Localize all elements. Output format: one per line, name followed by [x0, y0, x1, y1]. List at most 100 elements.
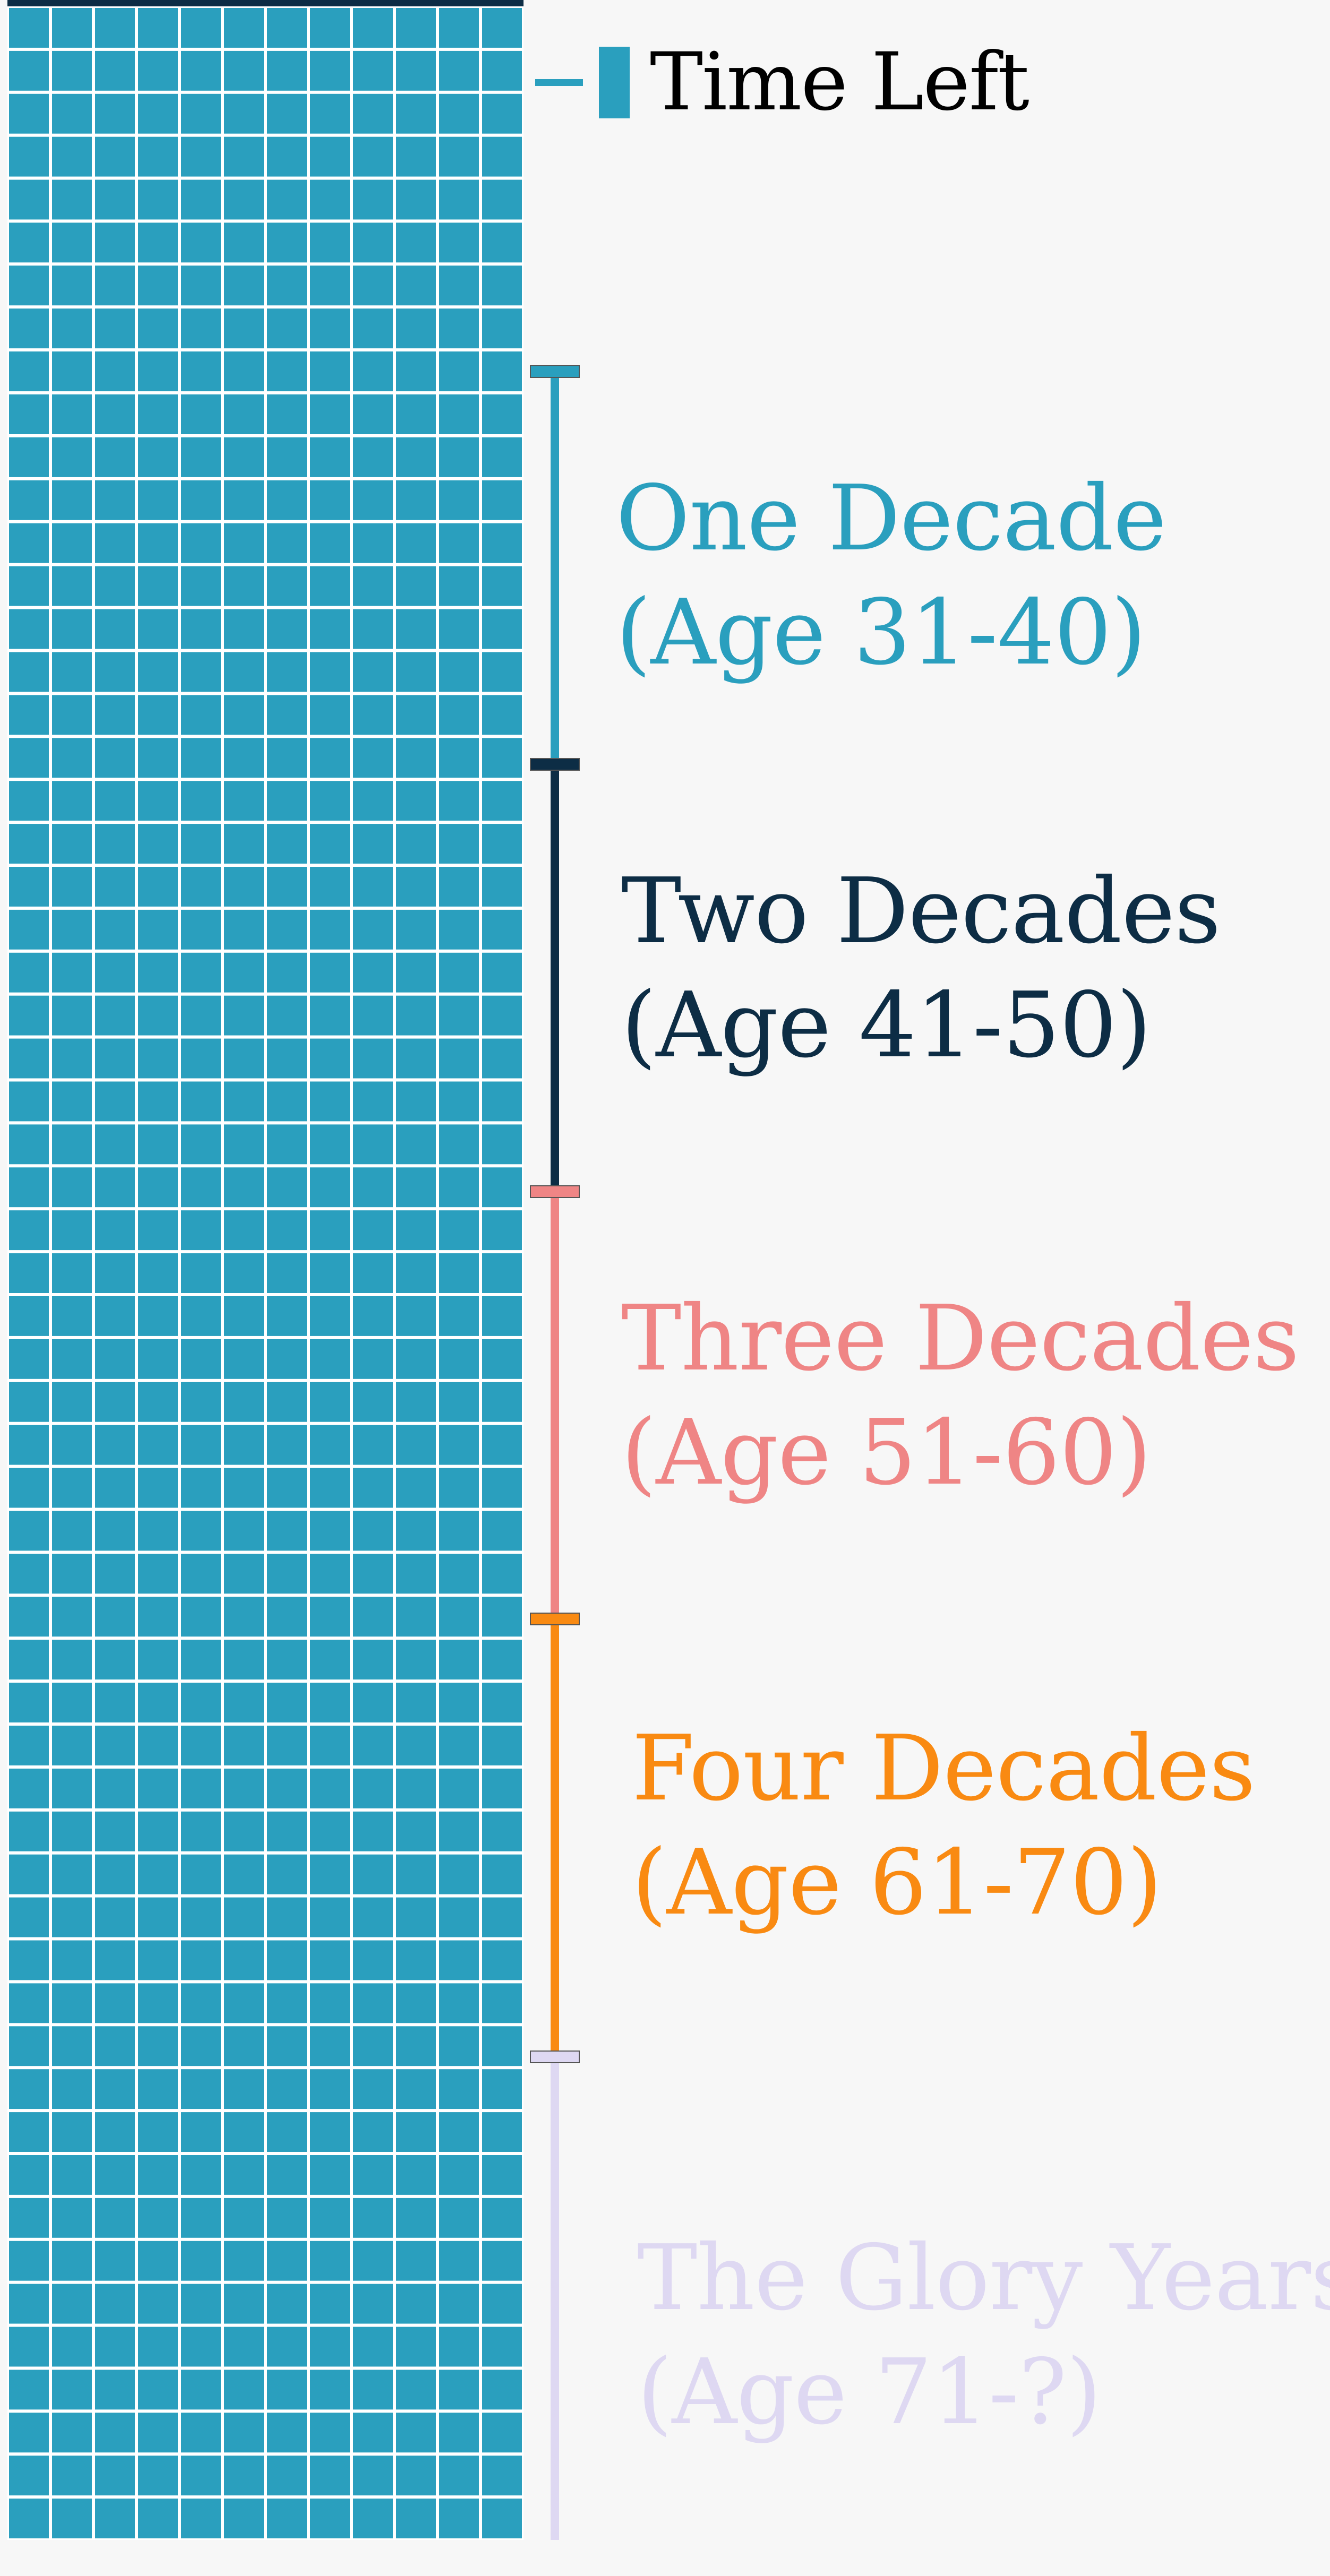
grid-cell [138, 1038, 178, 1079]
grid-cell [267, 2327, 307, 2367]
grid-cell [310, 2284, 350, 2324]
grid-cell [52, 480, 92, 520]
grid-cell [353, 652, 393, 692]
grid-cell [138, 2327, 178, 2367]
grid-cell [439, 1683, 479, 1722]
grid-cell [95, 480, 135, 520]
grid-cell [52, 265, 92, 306]
grid-cell [482, 1768, 522, 1808]
grid-cell [396, 523, 436, 563]
grid-cell [95, 1768, 135, 1808]
grid-cell [267, 1081, 307, 1122]
grid-cell [9, 1296, 49, 1336]
grid-cell [9, 351, 49, 392]
grid-cell [52, 2284, 92, 2324]
grid-cell [353, 2155, 393, 2195]
grid-cell [95, 1683, 135, 1722]
grid-cell [224, 265, 264, 306]
grid-cell [396, 222, 436, 263]
grid-cell [95, 1296, 135, 1336]
grid-cell [439, 2413, 479, 2453]
grid-cell [353, 308, 393, 349]
grid-cell [138, 2370, 178, 2410]
grid-cell [181, 952, 221, 993]
grid-cell [267, 695, 307, 735]
grid-cell [52, 1768, 92, 1808]
grid-past-strip [7, 0, 524, 6]
grid-cell [52, 1683, 92, 1722]
grid-cell [95, 1081, 135, 1122]
grid-cell [439, 394, 479, 434]
grid-cell [267, 1597, 307, 1637]
grid-cell [9, 1597, 49, 1637]
timeline-segment [551, 764, 559, 1192]
grid-cell [267, 2413, 307, 2453]
grid-cell [52, 1726, 92, 1765]
grid-cell [439, 1124, 479, 1165]
grid-cell [181, 265, 221, 306]
grid-cell [353, 952, 393, 993]
grid-cell [310, 1597, 350, 1637]
grid-cell [52, 2026, 92, 2066]
grid-cell [95, 1124, 135, 1165]
grid-cell [267, 523, 307, 563]
grid-cell [9, 652, 49, 692]
grid-cell [95, 1167, 135, 1208]
grid-cell [396, 1854, 436, 1894]
grid-cell [396, 93, 436, 134]
grid-cell [439, 1382, 479, 1422]
grid-cell [138, 867, 178, 907]
grid-cell [52, 1554, 92, 1594]
grid-cell [9, 1811, 49, 1851]
grid-cell [310, 523, 350, 563]
grid-cell [267, 1425, 307, 1465]
grid-cell [310, 2026, 350, 2066]
grid-cell [439, 2327, 479, 2367]
grid-cell [396, 394, 436, 434]
grid-cell [95, 2327, 135, 2367]
grid-cell [310, 2456, 350, 2496]
grid-cell [181, 695, 221, 735]
grid-cell [310, 995, 350, 1036]
grid-cell [138, 738, 178, 778]
grid-cell [181, 2198, 221, 2238]
grid-cell [9, 1210, 49, 1251]
grid-cell [353, 867, 393, 907]
grid-cell [267, 265, 307, 306]
grid-cell [224, 1382, 264, 1422]
grid-cell [310, 1038, 350, 1079]
grid-cell [95, 351, 135, 392]
grid-cell [52, 867, 92, 907]
grid-cell [482, 1726, 522, 1765]
grid-cell [9, 867, 49, 907]
grid-cell [138, 2026, 178, 2066]
grid-cell [439, 1897, 479, 1937]
grid-cell [353, 566, 393, 606]
grid-cell [138, 8, 178, 48]
grid-cell [181, 2112, 221, 2152]
grid-cell [439, 1425, 479, 1465]
grid-cell [267, 652, 307, 692]
legend-line-marker [535, 79, 583, 86]
grid-cell [396, 1940, 436, 1980]
grid-cell [181, 8, 221, 48]
grid-cell [138, 136, 178, 177]
grid-cell [396, 351, 436, 392]
grid-cell [95, 1382, 135, 1422]
grid-cell [439, 1296, 479, 1336]
grid-cell [138, 2069, 178, 2109]
grid-cell [267, 351, 307, 392]
grid-cell [267, 1511, 307, 1551]
grid-cell [181, 1811, 221, 1851]
grid-cell [482, 1339, 522, 1379]
grid-cell [353, 2413, 393, 2453]
grid-cell [482, 695, 522, 735]
grid-cell [482, 2155, 522, 2195]
grid-cell [267, 2069, 307, 2109]
grid-cell [95, 1210, 135, 1251]
grid-cell [439, 1940, 479, 1980]
grid-cell [439, 738, 479, 778]
segment-label-four-decades: Four Decades (Age 61-70) [632, 1712, 1256, 1940]
grid-cell [52, 1640, 92, 1680]
grid-cell [224, 952, 264, 993]
